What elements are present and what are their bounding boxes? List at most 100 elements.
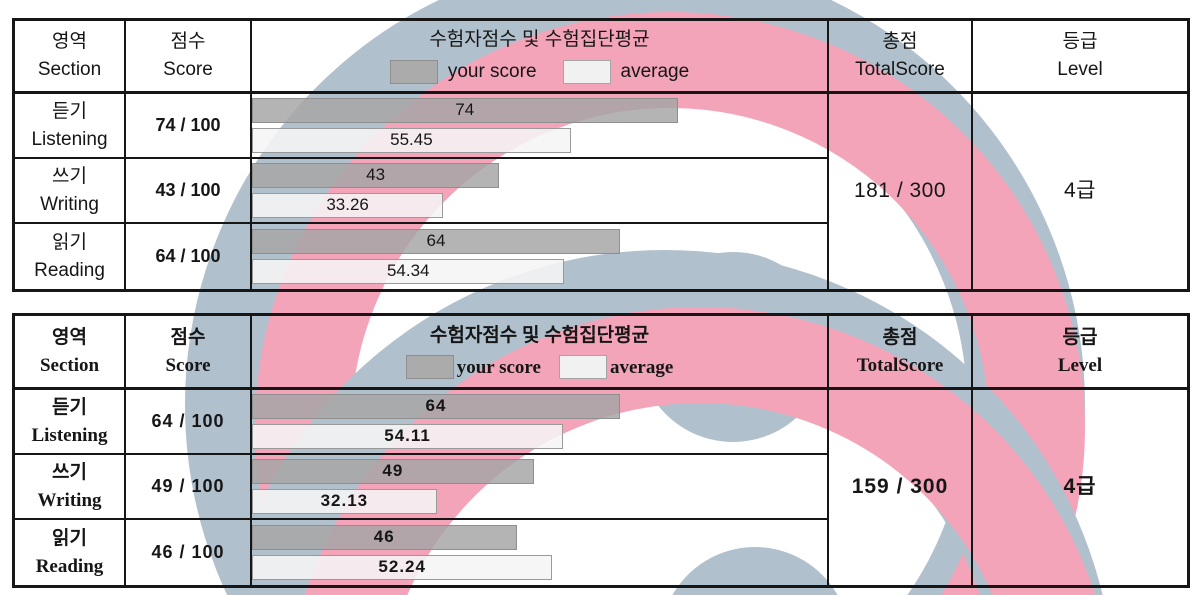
section-cell-listening: 듣기 Listening — [15, 94, 126, 159]
total-score-value: 159 / 300 — [851, 475, 949, 499]
header-level-ko: 등급 — [1062, 31, 1098, 53]
header-section: 영역 Section — [15, 316, 126, 390]
your-score-bar: 49 — [252, 459, 534, 484]
header-score-ko: 점수 — [170, 326, 206, 348]
section-ko: 듣기 — [52, 396, 87, 418]
section-ko: 읽기 — [52, 527, 87, 549]
your-score-swatch-icon — [389, 59, 438, 84]
section-en: Listening — [31, 424, 108, 446]
section-cell-reading: 읽기 Reading — [15, 224, 126, 289]
header-score: 점수 Score — [126, 316, 252, 390]
score-value: 43 / 100 — [155, 180, 221, 201]
total-score-value: 181 / 300 — [853, 179, 947, 203]
your-score-bar: 46 — [252, 525, 517, 550]
level-value: 4급 — [1063, 475, 1097, 499]
your-score-bar: 43 — [252, 163, 500, 188]
score-cell-writing: 43 / 100 — [126, 159, 252, 224]
header-total-ko: 총점 — [882, 31, 918, 53]
your-score-bar-value: 43 — [366, 165, 386, 185]
score-table-1: 영역 Section 점수 Score 수험자점수 및 수험집단평균 your … — [12, 18, 1190, 292]
section-ko: 쓰기 — [52, 461, 87, 483]
bars-cell-listening: 64 54.11 — [252, 390, 829, 455]
legend-your-score-label: your score — [447, 61, 537, 82]
header-section-en: Section — [39, 354, 100, 376]
section-en: Writing — [37, 489, 102, 511]
header-score: 점수 Score — [126, 21, 252, 94]
header-score-en: Score — [163, 59, 213, 80]
average-bar: 54.34 — [252, 259, 565, 284]
section-ko: 쓰기 — [52, 165, 87, 187]
header-section-ko: 영역 — [52, 31, 87, 53]
score-table-2: 영역 Section 점수 Score 수험자점수 및 수험집단평균 your … — [12, 313, 1190, 588]
score-value: 64 / 100 — [151, 411, 225, 432]
level-cell: 4급 — [973, 94, 1187, 289]
header-section: 영역 Section — [15, 21, 126, 94]
header-score-ko: 점수 — [170, 31, 206, 53]
your-score-bar-value: 49 — [382, 461, 404, 481]
chart-legend: your score average — [389, 58, 690, 86]
header-total-en: TotalScore — [855, 59, 945, 80]
average-bar: 54.11 — [252, 424, 564, 449]
your-score-bar: 64 — [252, 394, 620, 419]
bars-cell-writing: 49 32.13 — [252, 455, 829, 520]
level-cell: 4급 — [973, 390, 1187, 585]
bars-cell-reading: 46 52.24 — [252, 520, 829, 585]
score-value: 46 / 100 — [151, 542, 225, 563]
header-score-en: Score — [165, 354, 211, 376]
header-total-ko: 총점 — [882, 326, 918, 348]
your-score-swatch-icon — [405, 355, 454, 380]
chart-legend: your score average — [405, 354, 674, 382]
average-swatch-icon — [558, 355, 607, 380]
your-score-bar: 74 — [252, 98, 678, 123]
header-total-score: 총점 TotalScore — [829, 316, 973, 390]
average-bar-value: 54.34 — [386, 261, 430, 281]
header-total-score: 총점 TotalScore — [829, 21, 973, 94]
legend-average-label: average — [609, 356, 674, 378]
header-section-en: Section — [37, 59, 102, 80]
section-en: Reading — [34, 259, 105, 281]
average-swatch-icon — [562, 59, 611, 84]
header-chart: 수험자점수 및 수험집단평균 your score average — [252, 316, 829, 390]
section-ko: 읽기 — [52, 231, 87, 253]
score-cell-reading: 46 / 100 — [126, 520, 252, 585]
average-bar-value: 54.11 — [384, 426, 431, 446]
header-level: 등급 Level — [973, 316, 1187, 390]
total-score-cell: 159 / 300 — [829, 390, 973, 585]
section-en: Reading — [35, 555, 104, 577]
average-bar: 52.24 — [252, 555, 553, 580]
header-level-ko: 등급 — [1062, 326, 1098, 348]
average-bar-value: 33.26 — [326, 195, 369, 215]
header-level-en: Level — [1057, 59, 1103, 80]
average-bar-value: 52.24 — [378, 557, 426, 577]
section-cell-listening: 듣기 Listening — [15, 390, 126, 455]
score-cell-listening: 74 / 100 — [126, 94, 252, 159]
score-cell-writing: 49 / 100 — [126, 455, 252, 520]
section-en: Listening — [31, 128, 108, 150]
your-score-bar: 64 — [252, 229, 620, 254]
score-value: 49 / 100 — [151, 476, 225, 497]
average-bar: 55.45 — [252, 128, 571, 153]
section-cell-reading: 읽기 Reading — [15, 520, 126, 585]
your-score-bar-value: 64 — [425, 396, 447, 416]
average-bar-value: 55.45 — [390, 130, 433, 150]
section-en: Writing — [40, 193, 99, 215]
header-level: 등급 Level — [973, 21, 1187, 94]
total-score-cell: 181 / 300 — [829, 94, 973, 289]
header-chart: 수험자점수 및 수험집단평균 your score average — [252, 21, 829, 94]
legend-average-label: average — [620, 61, 690, 82]
header-level-en: Level — [1057, 354, 1103, 376]
section-cell-writing: 쓰기 Writing — [15, 159, 126, 224]
your-score-bar-value: 64 — [426, 231, 446, 251]
bars-cell-listening: 74 55.45 — [252, 94, 829, 159]
average-bar: 32.13 — [252, 489, 437, 514]
header-total-en: TotalScore — [856, 354, 944, 376]
average-bar-value: 32.13 — [320, 491, 369, 511]
bars-cell-reading: 64 54.34 — [252, 224, 829, 289]
section-cell-writing: 쓰기 Writing — [15, 455, 126, 520]
score-value: 64 / 100 — [155, 246, 221, 267]
score-value: 74 / 100 — [155, 115, 221, 136]
section-ko: 듣기 — [52, 100, 87, 122]
your-score-bar-value: 46 — [373, 527, 395, 547]
score-cell-reading: 64 / 100 — [126, 224, 252, 289]
